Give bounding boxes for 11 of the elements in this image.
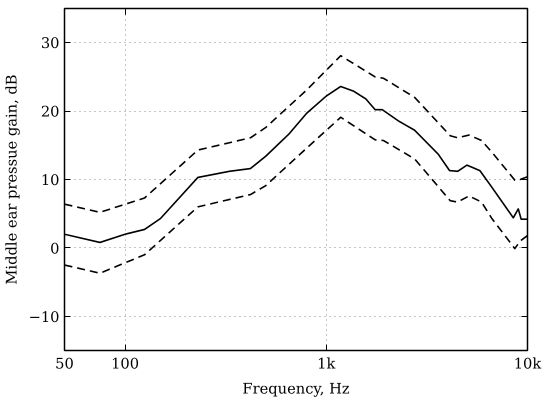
x-tick-label: 1k	[317, 356, 336, 372]
y-tick-label: 0	[50, 240, 60, 258]
y-axis-title: Middle ear pressue gain, dB	[4, 74, 21, 285]
y-tick-label: 30	[40, 35, 60, 52]
y-tick-label: 20	[40, 104, 60, 121]
x-tick-label: 50	[55, 356, 74, 372]
x-axis-title: Frequency, Hz	[242, 380, 350, 398]
y-tick-label: −10	[28, 308, 60, 326]
y-tick-label: 10	[40, 172, 60, 189]
x-tick-label: 10k	[514, 356, 542, 372]
x-tick-label: 100	[111, 356, 140, 372]
